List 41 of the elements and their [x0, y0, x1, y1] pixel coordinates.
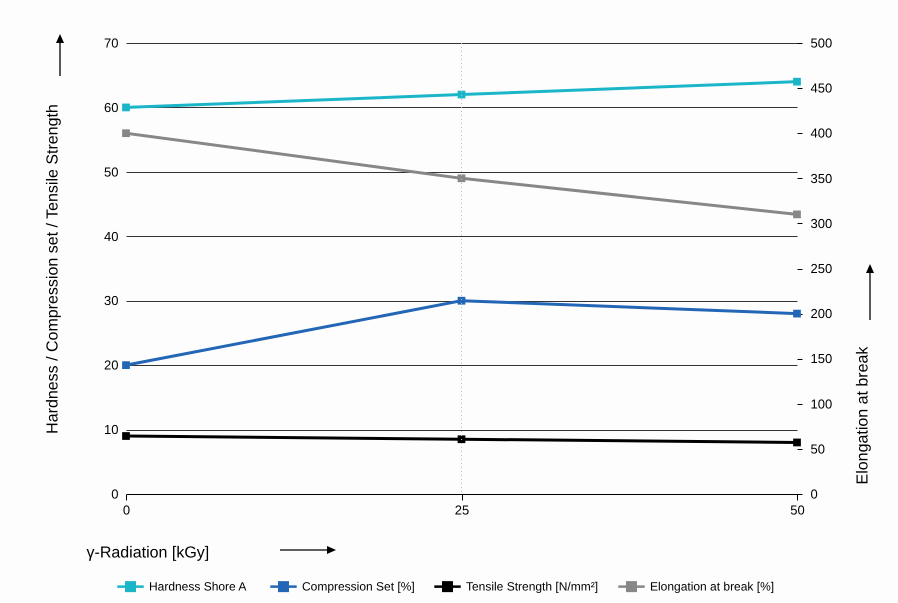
y-tick-label: 40 [104, 228, 118, 244]
point [458, 90, 466, 98]
point [122, 129, 130, 138]
point [793, 310, 801, 318]
legend-label: Hardness Shore A [149, 580, 246, 594]
point [793, 438, 801, 446]
y-tick-label: 30 [104, 293, 118, 308]
y2-tick-label: 250 [810, 261, 832, 276]
y2-tick-label: 150 [810, 351, 832, 366]
y2-tick-label: 350 [810, 170, 832, 186]
legend-label: Elongation at break [%] [650, 580, 774, 594]
x-tick-label: 0 [122, 502, 130, 518]
legend-label: Compression Set [%] [302, 580, 415, 594]
y2-tick-label: 0 [810, 486, 818, 502]
legend-label: Tensile Strength [N/mm²] [466, 580, 598, 594]
y2-tick-label: 100 [810, 396, 832, 412]
y2-tick-label: 300 [810, 216, 832, 231]
x-tick-label: 50 [790, 502, 805, 518]
point [458, 296, 466, 305]
point [793, 210, 801, 218]
y2-tick-label: 400 [810, 126, 832, 141]
x-axis-title: γ-Radiation [kGy] [86, 544, 210, 562]
point [458, 174, 466, 182]
y-tick-label: 60 [104, 100, 118, 115]
y-tick-label: 0 [111, 486, 118, 502]
point [122, 432, 130, 440]
y2-tick-label: 450 [810, 80, 832, 96]
y-tick-label: 70 [104, 36, 118, 50]
y2-tick-label: 500 [810, 36, 832, 50]
y-tick-label: 10 [104, 422, 118, 438]
x-tick-label: 25 [454, 502, 470, 518]
y-tick-label: 50 [104, 164, 118, 180]
y-axis-title: Hardness / Compression set / Tensile Strength [44, 104, 62, 434]
point [458, 435, 466, 444]
y2-tick-label: 50 [810, 441, 825, 456]
y2-tick-label: 200 [810, 306, 832, 322]
point [122, 361, 130, 370]
y2-axis-title: Elongation at break [854, 346, 872, 484]
point [793, 78, 801, 86]
y-tick-label: 20 [104, 358, 118, 373]
point [122, 104, 130, 112]
